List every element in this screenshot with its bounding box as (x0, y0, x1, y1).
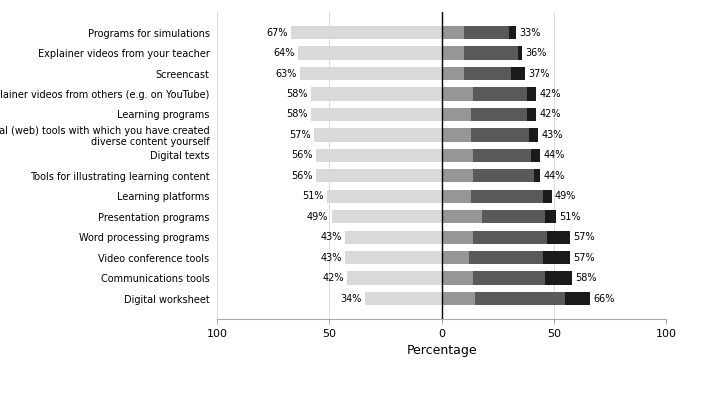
Text: 49%: 49% (307, 212, 328, 222)
Text: 58%: 58% (575, 273, 597, 283)
Text: 34%: 34% (340, 294, 362, 304)
Bar (543, 251, 570, 264)
Bar (511, 67, 525, 80)
Bar (545, 210, 556, 223)
Bar (473, 231, 547, 244)
Bar (473, 87, 527, 101)
Text: 51%: 51% (303, 191, 324, 201)
Bar (442, 46, 464, 60)
Text: 42%: 42% (539, 109, 561, 119)
Text: 63%: 63% (276, 69, 297, 79)
Bar (531, 149, 540, 162)
Text: 43%: 43% (542, 130, 563, 140)
Bar (527, 87, 536, 101)
Bar (565, 292, 590, 305)
Text: 43%: 43% (321, 232, 342, 242)
Text: 44%: 44% (544, 171, 565, 181)
Text: 58%: 58% (287, 109, 308, 119)
Bar (442, 26, 464, 39)
Bar (471, 190, 543, 203)
Text: 42%: 42% (539, 89, 561, 99)
Text: 43%: 43% (321, 253, 342, 263)
Bar (471, 128, 529, 142)
Bar (442, 271, 473, 285)
Bar (527, 108, 536, 121)
Bar (529, 128, 538, 142)
Bar (442, 169, 473, 182)
Bar (442, 231, 473, 244)
Bar (464, 26, 509, 39)
Bar (543, 190, 552, 203)
Bar (442, 251, 468, 264)
Text: 33%: 33% (519, 28, 540, 38)
Text: 49%: 49% (555, 191, 576, 201)
Bar (442, 210, 482, 223)
Bar (471, 108, 527, 121)
Bar (473, 271, 545, 285)
Bar (316, 149, 442, 162)
Text: 67%: 67% (266, 28, 288, 38)
Text: 56%: 56% (291, 150, 313, 160)
Bar (345, 231, 442, 244)
Bar (345, 251, 442, 264)
Text: 51%: 51% (560, 212, 581, 222)
Text: 57%: 57% (289, 130, 311, 140)
Bar (311, 108, 442, 121)
Bar (311, 87, 442, 101)
Bar (464, 67, 511, 80)
Bar (482, 210, 545, 223)
Bar (366, 292, 442, 305)
Bar (348, 271, 442, 285)
Text: 44%: 44% (544, 150, 565, 160)
Bar (442, 87, 473, 101)
Bar (298, 46, 442, 60)
X-axis label: Percentage: Percentage (406, 344, 477, 358)
Bar (442, 292, 476, 305)
Bar (464, 46, 518, 60)
Bar (518, 46, 523, 60)
Bar (545, 271, 572, 285)
Bar (327, 190, 442, 203)
Bar (473, 169, 534, 182)
Text: 37%: 37% (528, 69, 550, 79)
Text: 36%: 36% (526, 48, 547, 58)
Bar (442, 128, 471, 142)
Bar (468, 251, 543, 264)
Bar (442, 67, 464, 80)
Bar (476, 292, 565, 305)
Bar (547, 231, 570, 244)
Bar (313, 128, 442, 142)
Text: 57%: 57% (573, 232, 594, 242)
Bar (291, 26, 442, 39)
Text: 56%: 56% (291, 171, 313, 181)
Text: 42%: 42% (322, 273, 344, 283)
Bar (473, 149, 531, 162)
Bar (442, 190, 471, 203)
Bar (442, 149, 473, 162)
Bar (300, 67, 442, 80)
Bar (316, 169, 442, 182)
Text: 57%: 57% (573, 253, 594, 263)
Bar (442, 108, 471, 121)
Text: 58%: 58% (287, 89, 308, 99)
Text: 66%: 66% (593, 294, 615, 304)
Bar (534, 169, 540, 182)
Text: 64%: 64% (273, 48, 295, 58)
Bar (509, 26, 515, 39)
Bar (332, 210, 442, 223)
